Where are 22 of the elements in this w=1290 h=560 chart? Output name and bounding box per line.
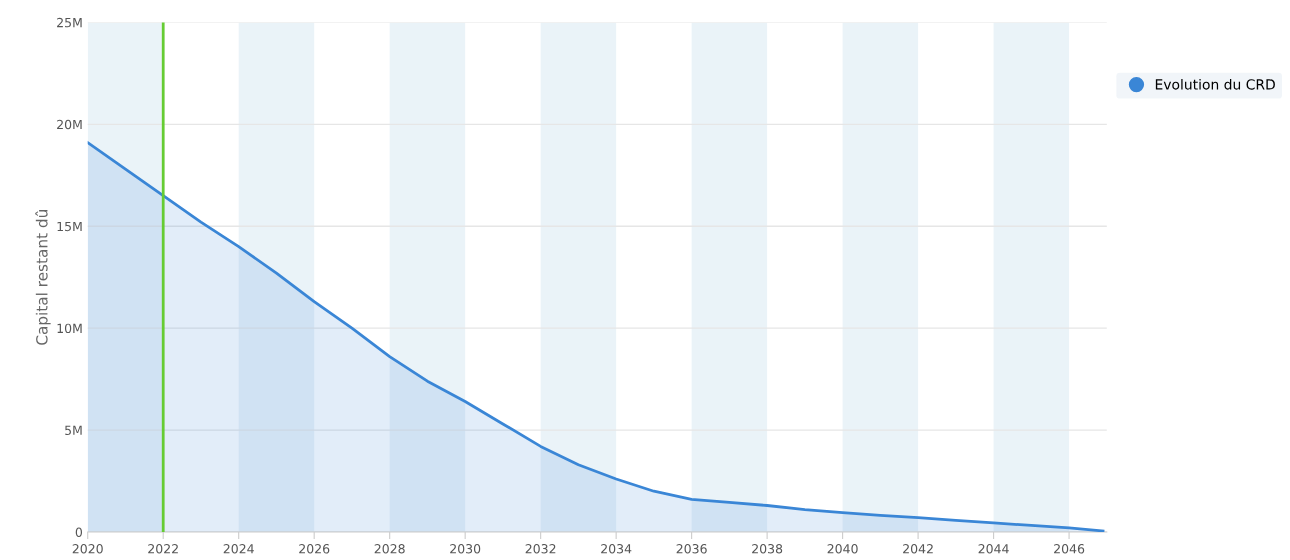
x-tick-label: 2040 xyxy=(827,544,858,554)
x-tick-label: 2046 xyxy=(1054,544,1085,554)
legend-label: Evolution du CRD xyxy=(1155,78,1275,90)
y-tick-label: 5M xyxy=(65,425,82,436)
x-tick-label: 2044 xyxy=(978,544,1009,554)
y-tick-label: 0 xyxy=(75,527,83,537)
x-tick-label: 2028 xyxy=(374,544,405,554)
y-tick-label: 10M xyxy=(57,323,82,334)
x-tick-label: 2020 xyxy=(72,544,103,554)
x-tick-label: 2022 xyxy=(148,544,178,554)
x-tick-label: 2026 xyxy=(299,544,330,554)
x-tick-label: 2030 xyxy=(450,544,481,554)
y-axis-title: Capital restant dû xyxy=(35,210,51,345)
x-tick-label: 2034 xyxy=(601,544,632,554)
x-tick-label: 2036 xyxy=(676,544,707,554)
y-tick-label: 15M xyxy=(57,221,82,232)
y-tick-label: 25M xyxy=(57,17,82,28)
x-tick-label: 2042 xyxy=(903,544,933,554)
x-tick-label: 2038 xyxy=(752,544,783,554)
x-tick-label: 2032 xyxy=(525,544,556,554)
x-tick-label: 2024 xyxy=(223,544,254,554)
y-tick-label: 20M xyxy=(57,119,82,130)
